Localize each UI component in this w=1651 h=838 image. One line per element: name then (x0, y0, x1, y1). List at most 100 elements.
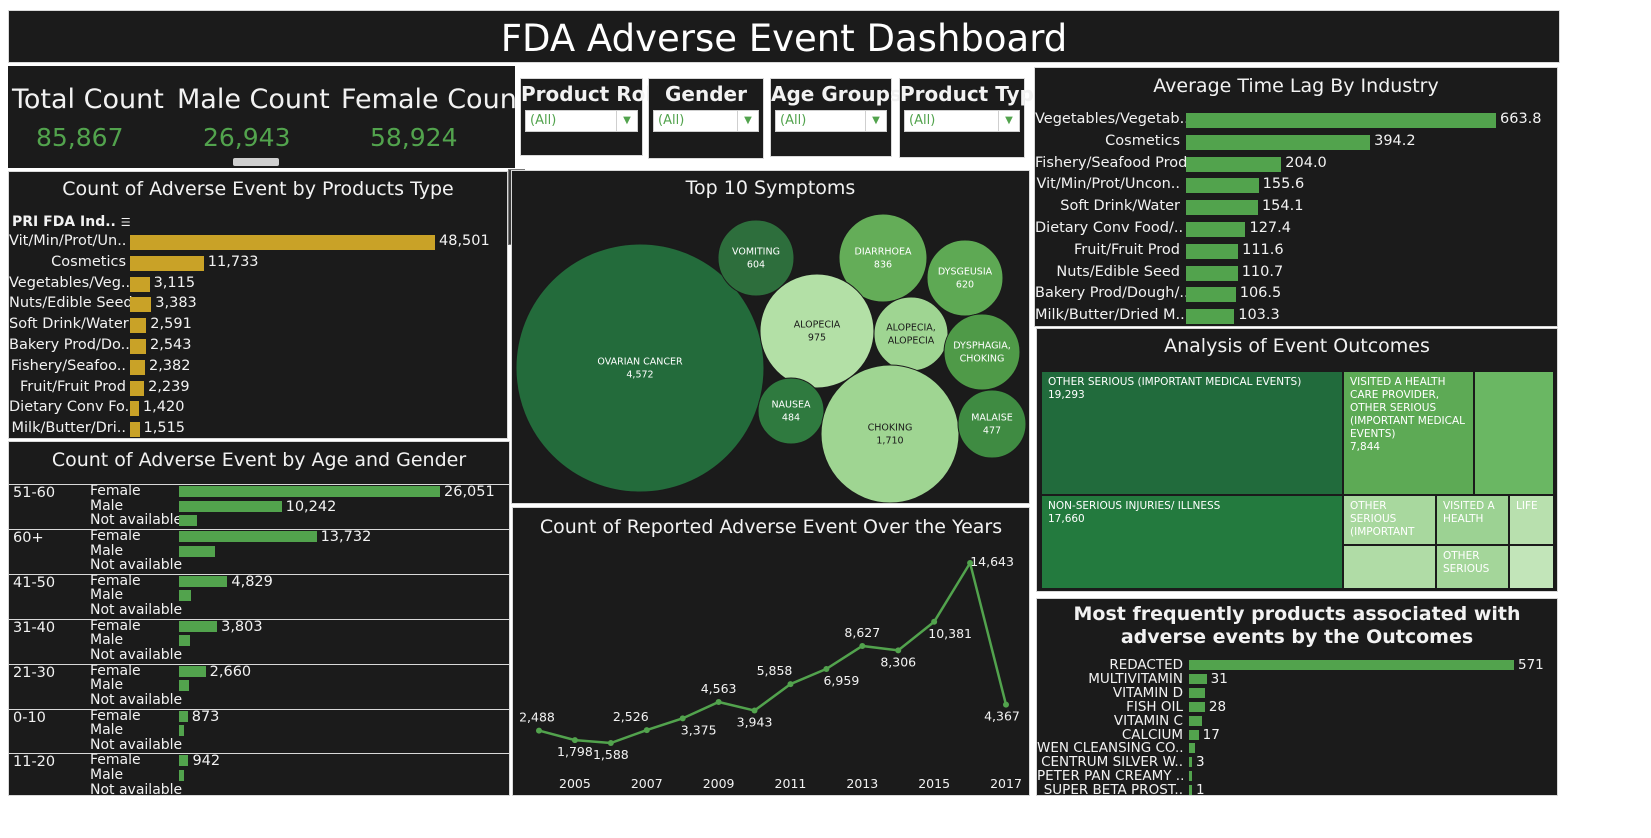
treemap-cell-visited-hcp[interactable]: VISITED A HEALTH CARE PROVIDER, OTHER SE… (1343, 371, 1474, 495)
data-point[interactable] (607, 740, 614, 746)
symptom-bubble[interactable] (838, 213, 928, 303)
symptom-bubble[interactable] (757, 377, 825, 445)
bar (1186, 243, 1239, 259)
symptom-bubble[interactable] (943, 313, 1021, 391)
data-label: 111.6 (1242, 241, 1284, 258)
symptoms-chart: OVARIAN CANCER 4,572 VOMITING 604 DIARRHOEA 8… (512, 171, 1029, 503)
data-point[interactable] (715, 698, 722, 705)
bar (1189, 743, 1195, 754)
filter-age-groups-select[interactable]: (All) ▼ (775, 110, 887, 132)
gender-label: Female (90, 527, 141, 544)
filter-gender-select[interactable]: (All) ▼ (653, 110, 759, 132)
filter-gender[interactable]: Gender (All) ▼ (648, 78, 764, 159)
bubble-label: VOMITING (732, 247, 780, 258)
bar-label: Cosmetics (51, 253, 126, 270)
treemap-cell-life[interactable]: LIFE (1509, 495, 1554, 545)
chevron-down-icon[interactable]: ▼ (616, 111, 637, 131)
bubble-label: DIARRHOEA (855, 247, 912, 258)
data-point[interactable] (571, 737, 578, 744)
filter-product-role-select[interactable]: (All) ▼ (525, 110, 638, 132)
chevron-down-icon[interactable]: ▼ (998, 111, 1019, 131)
age-group-divider (9, 618, 509, 620)
bar (1186, 113, 1496, 128)
data-point[interactable] (536, 727, 542, 734)
data-label: 154.1 (1261, 198, 1304, 215)
data-point[interactable] (895, 647, 902, 654)
bubble-value: 620 (956, 280, 974, 291)
treemap-cell-other-serious-3[interactable]: OTHER SERIOUS (1436, 545, 1509, 589)
treemap-cell[interactable] (1474, 371, 1554, 495)
gender-label: Female (90, 707, 141, 724)
bar (1189, 687, 1205, 698)
treemap-cell-other-serious-2[interactable]: OTHER SERIOUS (IMPORTANT (1343, 495, 1436, 545)
data-label: 2,660 (209, 663, 252, 680)
bar (1186, 200, 1258, 216)
data-label: 663.8 (1500, 111, 1542, 127)
age-group-divider (9, 528, 509, 530)
data-point[interactable] (787, 681, 794, 688)
data-point[interactable] (1003, 701, 1009, 708)
bubble-label: NAUSEA (771, 400, 811, 411)
filter-product-type-value: (All) (909, 113, 936, 128)
symptom-bubble[interactable] (759, 273, 875, 389)
bar (1189, 673, 1207, 684)
symptom-bubble[interactable] (957, 389, 1027, 459)
data-label: 106.5 (1239, 285, 1282, 302)
symptom-bubble[interactable] (717, 219, 795, 297)
data-label: 10,381 (928, 626, 972, 641)
data-point[interactable] (859, 642, 866, 649)
chevron-down-icon[interactable]: ▼ (865, 111, 886, 131)
symptom-bubble[interactable] (926, 239, 1004, 317)
treemap-cell-other-serious[interactable]: OTHER SERIOUS (IMPORTANT MEDICAL EVENTS)… (1041, 371, 1343, 495)
filter-product-role[interactable]: Product Role (All) ▼ (520, 78, 666, 156)
products-type-header-label: PRI FDA Ind.. (12, 214, 116, 230)
symptom-bubble[interactable] (873, 296, 949, 372)
gender-label: Male (90, 542, 124, 559)
data-label: 2,239 (148, 378, 190, 395)
years-chart: 2,488 1,798 1,588 2,526 3,375 4,563 3,943 5,858… (519, 554, 1022, 791)
sort-icon[interactable]: ☰ (120, 216, 131, 229)
treemap-cell[interactable] (1509, 545, 1554, 589)
bar-label: REDACTED (1109, 657, 1183, 673)
resize-handle[interactable] (233, 158, 279, 166)
data-point[interactable] (967, 560, 974, 566)
filter-age-groups-label: Age Groups (771, 82, 902, 106)
bar (179, 530, 317, 542)
filter-product-type[interactable]: Product Type (All) ▼ (899, 78, 1047, 158)
chevron-down-icon[interactable]: ▼ (737, 111, 758, 131)
treemap-cell-label: VISITED A HEALTH (1443, 500, 1495, 525)
outcomes-panel: Analysis of Event Outcomes OTHER SERIOUS… (1036, 328, 1558, 592)
bubble-label: DYSGEUSIA (938, 267, 993, 278)
filter-product-type-select[interactable]: (All) ▼ (904, 110, 1020, 132)
bar (179, 515, 198, 527)
treemap-cell-visited-health[interactable]: VISITED A HEALTH (1436, 495, 1509, 545)
time-lag-panel: Average Time Lag By Industry Vegetables/… (1034, 67, 1558, 327)
bar (130, 339, 146, 354)
data-point[interactable] (931, 618, 938, 625)
x-tick-label: 2005 (559, 776, 591, 791)
bar-label: Dietary Conv Fo.. (9, 399, 134, 416)
symptom-bubble[interactable] (515, 243, 765, 493)
data-point[interactable] (679, 715, 686, 722)
bubble-value: 4,572 (626, 370, 653, 381)
bar (179, 620, 218, 632)
gender-label: Not available (90, 781, 183, 796)
bar-label: CALCIUM (1121, 726, 1183, 743)
age-group-divider (9, 573, 509, 575)
x-tick-label: 2013 (846, 776, 878, 791)
bar (1189, 660, 1514, 670)
data-label: 2,488 (519, 710, 555, 725)
symptom-bubble[interactable] (820, 364, 960, 503)
filter-age-groups[interactable]: Age Groups (All) ▼ (770, 78, 902, 157)
treemap-cell[interactable] (1343, 545, 1436, 589)
data-point[interactable] (751, 707, 758, 714)
data-point[interactable] (643, 727, 650, 734)
filter-age-groups-value: (All) (780, 113, 807, 128)
data-point[interactable] (823, 665, 830, 672)
gender-label: Female (90, 483, 141, 499)
treemap-cell-non-serious[interactable]: NON-SERIOUS INJURIES/ ILLNESS 17,660 (1041, 495, 1343, 589)
bubble-label: MALAISE (971, 413, 1013, 424)
data-label: 8,627 (844, 625, 880, 640)
x-tick-label: 2007 (631, 776, 663, 791)
title-bar: FDA Adverse Event Dashboard (8, 10, 1560, 63)
